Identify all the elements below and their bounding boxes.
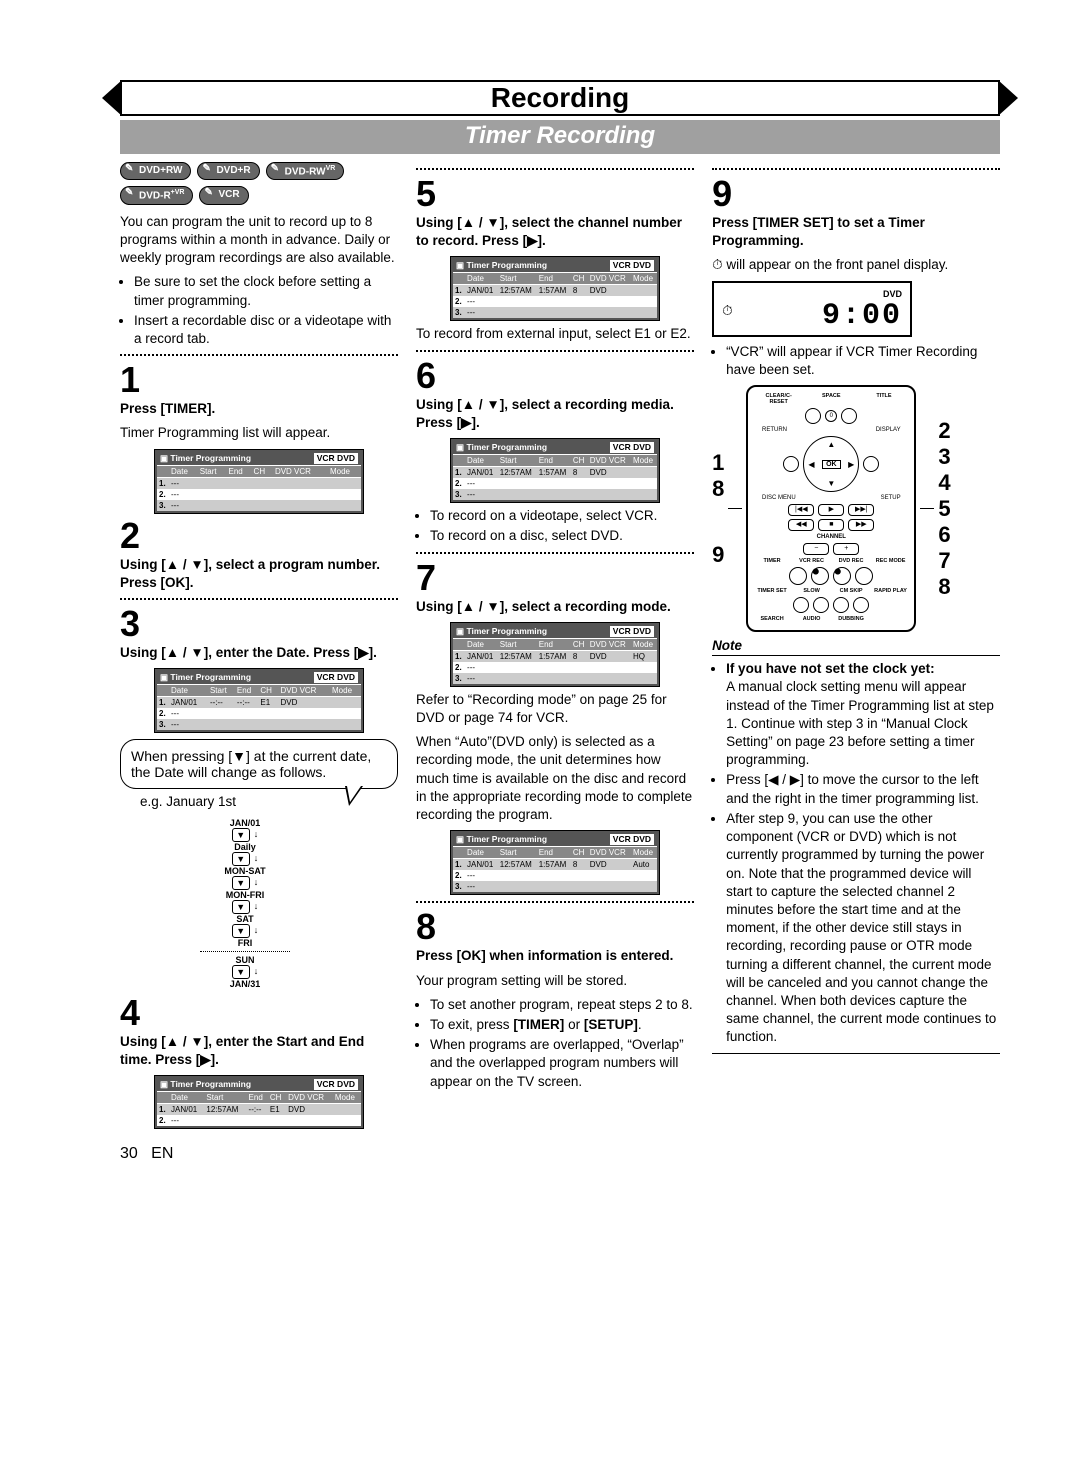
tp-screenshot-date: ▣ Timer ProgrammingVCR DVDDateStartEndCH… (154, 668, 364, 733)
step-1-head: Press [TIMER]. (120, 400, 398, 418)
step-3-head: Using [▲ / ▼], enter the Date. Press [▶]… (120, 644, 398, 662)
remote-callouts-right: 2 3 4 5 6 7 8 (938, 418, 950, 600)
rec-icon: ⬤ (811, 567, 829, 585)
step-9-p2: “VCR” will appear if VCR Timer Recording… (726, 343, 1000, 379)
step-6-bullets: To record on a videotape, select VCR. To… (416, 507, 694, 545)
step-9-p1: ⏱ will appear on the front panel display… (712, 256, 1000, 274)
page-subtitle-bar: Timer Recording (120, 120, 1000, 154)
badge-dvdrw2: DVD-RWVR (266, 162, 345, 180)
step-8-b1: To set another program, repeat steps 2 t… (430, 996, 694, 1014)
note-box: Note If you have not set the clock yet: … (712, 638, 1000, 1054)
note-h1: If you have not set the clock yet: (726, 661, 935, 676)
step-7-number: 7 (416, 560, 694, 596)
remote-body: CLEAR/C-RESETSPACETITLE 0 RETURNDISPLAY … (746, 385, 916, 632)
intro-bullet-1: Be sure to set the clock before setting … (134, 273, 398, 309)
page-title: Recording (491, 82, 629, 114)
step-8-b3: When programs are overlapped, “Overlap” … (430, 1036, 694, 1091)
step-8-head: Press [OK] when information is entered. (416, 947, 694, 965)
step-7-head: Using [▲ / ▼], select a recording mode. (416, 598, 694, 616)
step-2-head: Using [▲ / ▼], select a program number. … (120, 556, 398, 592)
step-6-number: 6 (416, 358, 694, 394)
front-panel-lcd: ⏱ DVD 9:00 (712, 281, 912, 337)
intro-bullets: Be sure to set the clock before setting … (120, 273, 398, 348)
remote-illustration: 1 8 9 CLEAR/C-RESETSPACETITLE 0 RETURNDI… (712, 385, 1000, 632)
page-title-ribbon: Recording (120, 80, 1000, 116)
column-2: 5 Using [▲ / ▼], select the channel numb… (416, 162, 694, 1133)
page-number: 30 (120, 1145, 138, 1162)
tp-screenshot-ch: ▣ Timer ProgrammingVCR DVDDateStartEndCH… (450, 256, 660, 321)
step-1-body: Timer Programming list will appear. (120, 424, 398, 442)
step-7-p2: When “Auto”(DVD only) is selected as a r… (416, 733, 694, 824)
lcd-dvd-label: DVD (822, 289, 902, 299)
page-lang: EN (151, 1145, 173, 1162)
lcd-clock: 9:00 (822, 299, 902, 333)
step-6-b2: To record on a disc, select DVD. (430, 527, 694, 545)
step-8-number: 8 (416, 909, 694, 945)
media-badges: DVD+RW DVD+R DVD-RWVR DVD-R+VR VCR (120, 162, 398, 205)
remote-callouts-left: 1 8 9 (712, 450, 724, 568)
note-b1: Press [◀ / ▶] to move the cursor to the … (726, 771, 1000, 807)
lcd-timer-icon: ⏱ (722, 303, 733, 319)
column-1: DVD+RW DVD+R DVD-RWVR DVD-R+VR VCR You c… (120, 162, 398, 1133)
step-5-head: Using [▲ / ▼], select the channel number… (416, 214, 694, 250)
step-8-b2: To exit, press [TIMER] or [SETUP]. (430, 1016, 694, 1034)
step-8-p1: Your program setting will be stored. (416, 972, 694, 990)
step-7-p1: Refer to “Recording mode” on page 25 for… (416, 691, 694, 727)
tp-screenshot-start: ▣ Timer ProgrammingVCR DVDDateStartEndCH… (154, 1075, 364, 1129)
badge-dvdr2: DVD-R+VR (120, 186, 193, 204)
step-8-bullets: To set another program, repeat steps 2 t… (416, 996, 694, 1091)
tp-screenshot-mode: ▣ Timer ProgrammingVCR DVDDateStartEndCH… (450, 622, 660, 687)
intro-paragraph: You can program the unit to record up to… (120, 213, 398, 268)
step-6-b1: To record on a videotape, select VCR. (430, 507, 694, 525)
step-9-number: 9 (712, 176, 1000, 212)
page-footer: 30 EN (120, 1145, 1000, 1163)
badge-dvdrw: DVD+RW (120, 162, 191, 180)
step-3-number: 3 (120, 606, 398, 642)
tp-screenshot-media: ▣ Timer ProgrammingVCR DVDDateStartEndCH… (450, 438, 660, 503)
step-5-tail: To record from external input, select E1… (416, 325, 694, 343)
column-3: 9 Press [TIMER SET] to set a Timer Progr… (712, 162, 1000, 1133)
step-4-head: Using [▲ / ▼], enter the Start and End t… (120, 1033, 398, 1069)
remote-dpad: ▲ ▼ ◀ ▶ OK (803, 436, 859, 492)
badge-dvdr: DVD+R (197, 162, 259, 180)
step-6-head: Using [▲ / ▼], select a recording media.… (416, 396, 694, 432)
note-p1: A manual clock setting menu will appear … (726, 679, 994, 767)
intro-bullet-2: Insert a recordable disc or a videotape … (134, 312, 398, 348)
step-2-number: 2 (120, 518, 398, 554)
note-title: Note (712, 638, 1000, 653)
tp-screenshot-auto: ▣ Timer ProgrammingVCR DVDDateStartEndCH… (450, 830, 660, 895)
step-4-number: 4 (120, 995, 398, 1031)
note-b2: After step 9, you can use the other comp… (726, 810, 1000, 1047)
date-cycle-diagram: JAN/01▼↓Daily▼↓MON-SAT▼↓MON-FRI▼↓SAT▼↓FR… (180, 818, 310, 989)
step-5-number: 5 (416, 176, 694, 212)
tp-screenshot-blank: ▣ Timer ProgrammingVCR DVDDateStartEndCH… (154, 449, 364, 514)
badge-vcr: VCR (199, 186, 248, 204)
step-3-bubble: When pressing [▼] at the current date, t… (120, 739, 398, 789)
step-1-number: 1 (120, 362, 398, 398)
step-9-head: Press [TIMER SET] to set a Timer Program… (712, 214, 1000, 250)
page-subtitle: Timer Recording (465, 122, 655, 149)
